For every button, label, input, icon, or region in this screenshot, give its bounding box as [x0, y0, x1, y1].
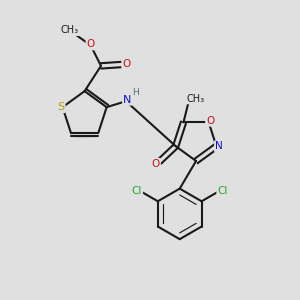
Text: H: H [132, 88, 139, 98]
Text: O: O [122, 59, 130, 69]
Text: O: O [152, 159, 160, 169]
Text: Cl: Cl [132, 186, 142, 196]
Text: CH₃: CH₃ [186, 94, 204, 103]
Text: S: S [58, 102, 64, 112]
Text: N: N [123, 95, 131, 105]
Text: N: N [215, 141, 223, 151]
Text: CH₃: CH₃ [61, 25, 79, 35]
Text: Cl: Cl [217, 186, 228, 196]
Text: O: O [206, 116, 214, 126]
Text: O: O [86, 40, 95, 50]
